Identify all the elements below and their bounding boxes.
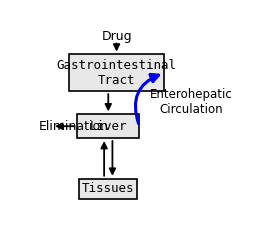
Text: Drug: Drug [101,30,132,43]
Text: Gastrointestinal
Tract: Gastrointestinal Tract [57,59,177,87]
Bar [69,54,164,91]
Text: Tissues: Tissues [82,182,135,195]
FancyArrowPatch shape [135,74,159,124]
Text: Liver: Liver [90,120,127,133]
Text: Enterohepatic
Circulation: Enterohepatic Circulation [150,88,233,116]
Text: Elimination: Elimination [39,120,109,133]
Bar [79,179,137,199]
Bar [77,114,139,138]
